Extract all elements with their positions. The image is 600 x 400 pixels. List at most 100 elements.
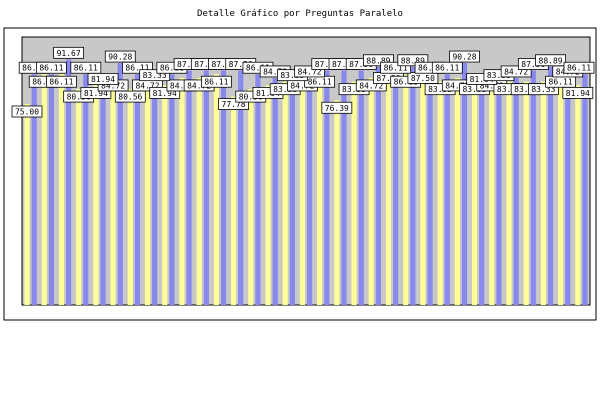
- bar-series2-q21: [375, 66, 382, 306]
- y-tick-label: 10: [9, 274, 19, 283]
- y-tick-label: 30: [9, 221, 19, 230]
- data-label: 86.11: [380, 61, 412, 74]
- bar-series2-q31: [547, 66, 554, 306]
- bar-series2-q4: [83, 74, 89, 305]
- data-label-text: 87.50: [229, 60, 253, 69]
- data-label-text: 83.33: [280, 71, 304, 80]
- bar-series2-q15: [272, 77, 278, 305]
- data-label-box: [149, 87, 181, 99]
- bar-series2-q12: [220, 70, 227, 305]
- bar-series1-q8: [144, 77, 151, 305]
- data-label: 88.89: [363, 54, 394, 67]
- data-label: 90.28: [449, 50, 480, 63]
- bar-series1-q10: [179, 77, 185, 305]
- bar-series1-q23: [403, 74, 409, 305]
- data-label-box: [563, 61, 595, 74]
- data-label-text: 87.50: [376, 74, 400, 83]
- bar-series1-q26: [454, 77, 460, 305]
- x-tick-label: 17: [301, 307, 311, 316]
- data-label: 75.00: [11, 105, 43, 118]
- data-label-text: 86.11: [384, 64, 408, 73]
- data-label-box: [294, 65, 325, 78]
- bar-series2-q18: [324, 70, 330, 305]
- data-label-text: 80.56: [118, 93, 142, 102]
- bar-series2-q26: [461, 63, 468, 305]
- data-label: 81.94: [149, 87, 181, 99]
- y-tick-label: 50: [9, 167, 19, 176]
- bar-series1-q6: [110, 77, 116, 305]
- data-label-text: 87.50: [349, 60, 373, 69]
- x-tick-label: 12: [215, 307, 225, 316]
- x-tick-label: 11: [198, 307, 208, 316]
- data-label-text: 84.72: [298, 67, 322, 76]
- data-label: 86.11: [431, 61, 463, 74]
- x-tick-label: 9: [166, 307, 171, 316]
- x-tick-label: 31: [542, 307, 552, 316]
- bar-series1-q32: [558, 74, 564, 305]
- data-label-box: [397, 54, 429, 67]
- bar-series1-q4: [76, 89, 82, 305]
- bar-series1-q16: [282, 81, 288, 306]
- chart-title: Detalle Gráfico por Preguntas Paralelo: [197, 9, 403, 19]
- data-label-box: [355, 79, 387, 92]
- x-tick-label: 29: [508, 307, 518, 316]
- data-label-text: 87.50: [194, 60, 218, 69]
- bar-series1-q21: [368, 77, 374, 305]
- data-label-text: 84.72: [101, 81, 125, 90]
- bar-series2-q13: [238, 70, 244, 305]
- data-label-text: 86.11: [74, 64, 98, 73]
- bar-series2-q17: [307, 77, 313, 305]
- bar-series1-q27: [471, 81, 478, 306]
- x-tick-label: 20: [353, 307, 363, 316]
- data-label-box: [114, 90, 146, 103]
- data-label-box: [104, 50, 136, 63]
- data-label-text: 81.94: [91, 75, 115, 84]
- x-tick-label: 3: [63, 307, 68, 316]
- bar-series2-q25: [444, 74, 450, 305]
- bar-series2-q20: [358, 70, 364, 305]
- data-label-text: 86.11: [49, 78, 73, 87]
- bar-series1-q24: [420, 70, 426, 305]
- bar-series2-q19: [341, 70, 347, 305]
- data-label-text: 87.50: [211, 60, 235, 69]
- data-label-text: 76.39: [325, 104, 349, 113]
- data-label-text: 83.33: [273, 85, 297, 94]
- bar-series2-q3: [66, 59, 72, 305]
- bar-series1-q22: [385, 70, 392, 305]
- bar-series1-q15: [265, 85, 271, 306]
- x-tick-label: 25: [439, 307, 449, 316]
- data-label: 87.50: [407, 72, 439, 84]
- bar-series1-q19: [334, 100, 340, 306]
- data-label-text: 75.00: [15, 108, 39, 117]
- data-label-text: 87.50: [521, 60, 545, 69]
- data-label-box: [431, 61, 463, 74]
- x-tick-label: 10: [181, 307, 191, 316]
- data-label-text: 77.78: [222, 100, 246, 109]
- data-label: 86.11: [122, 61, 153, 74]
- data-label-text: 86.11: [418, 64, 442, 73]
- bar-series2-q10: [186, 70, 192, 305]
- data-label-text: 86.11: [39, 64, 63, 73]
- bar-series2-q2: [48, 74, 54, 305]
- data-label-box: [527, 83, 559, 96]
- bar-series1-q29: [506, 81, 512, 306]
- data-label-box: [36, 61, 67, 74]
- bar-series2-q14: [255, 74, 261, 305]
- bar-series2-q30: [530, 70, 536, 305]
- data-label-box: [11, 105, 43, 118]
- data-label-text: 88.89: [401, 56, 425, 65]
- data-label-text: 90.28: [108, 53, 132, 62]
- data-label: 90.28: [104, 50, 136, 63]
- bar-series2-q6: [117, 63, 123, 305]
- data-label: 86.11: [304, 75, 336, 88]
- bar-series2-q22: [393, 74, 399, 305]
- data-label: 84.72: [355, 79, 387, 92]
- data-label: 81.94: [80, 87, 112, 99]
- data-label-text: 83.33: [487, 71, 511, 80]
- data-label-box: [363, 54, 394, 67]
- bar-series2-q7: [134, 74, 141, 305]
- data-label: 88.89: [535, 54, 566, 67]
- data-label-text: 83.33: [143, 71, 167, 80]
- data-label-box: [80, 87, 112, 99]
- data-label-text: 84.72: [135, 81, 159, 90]
